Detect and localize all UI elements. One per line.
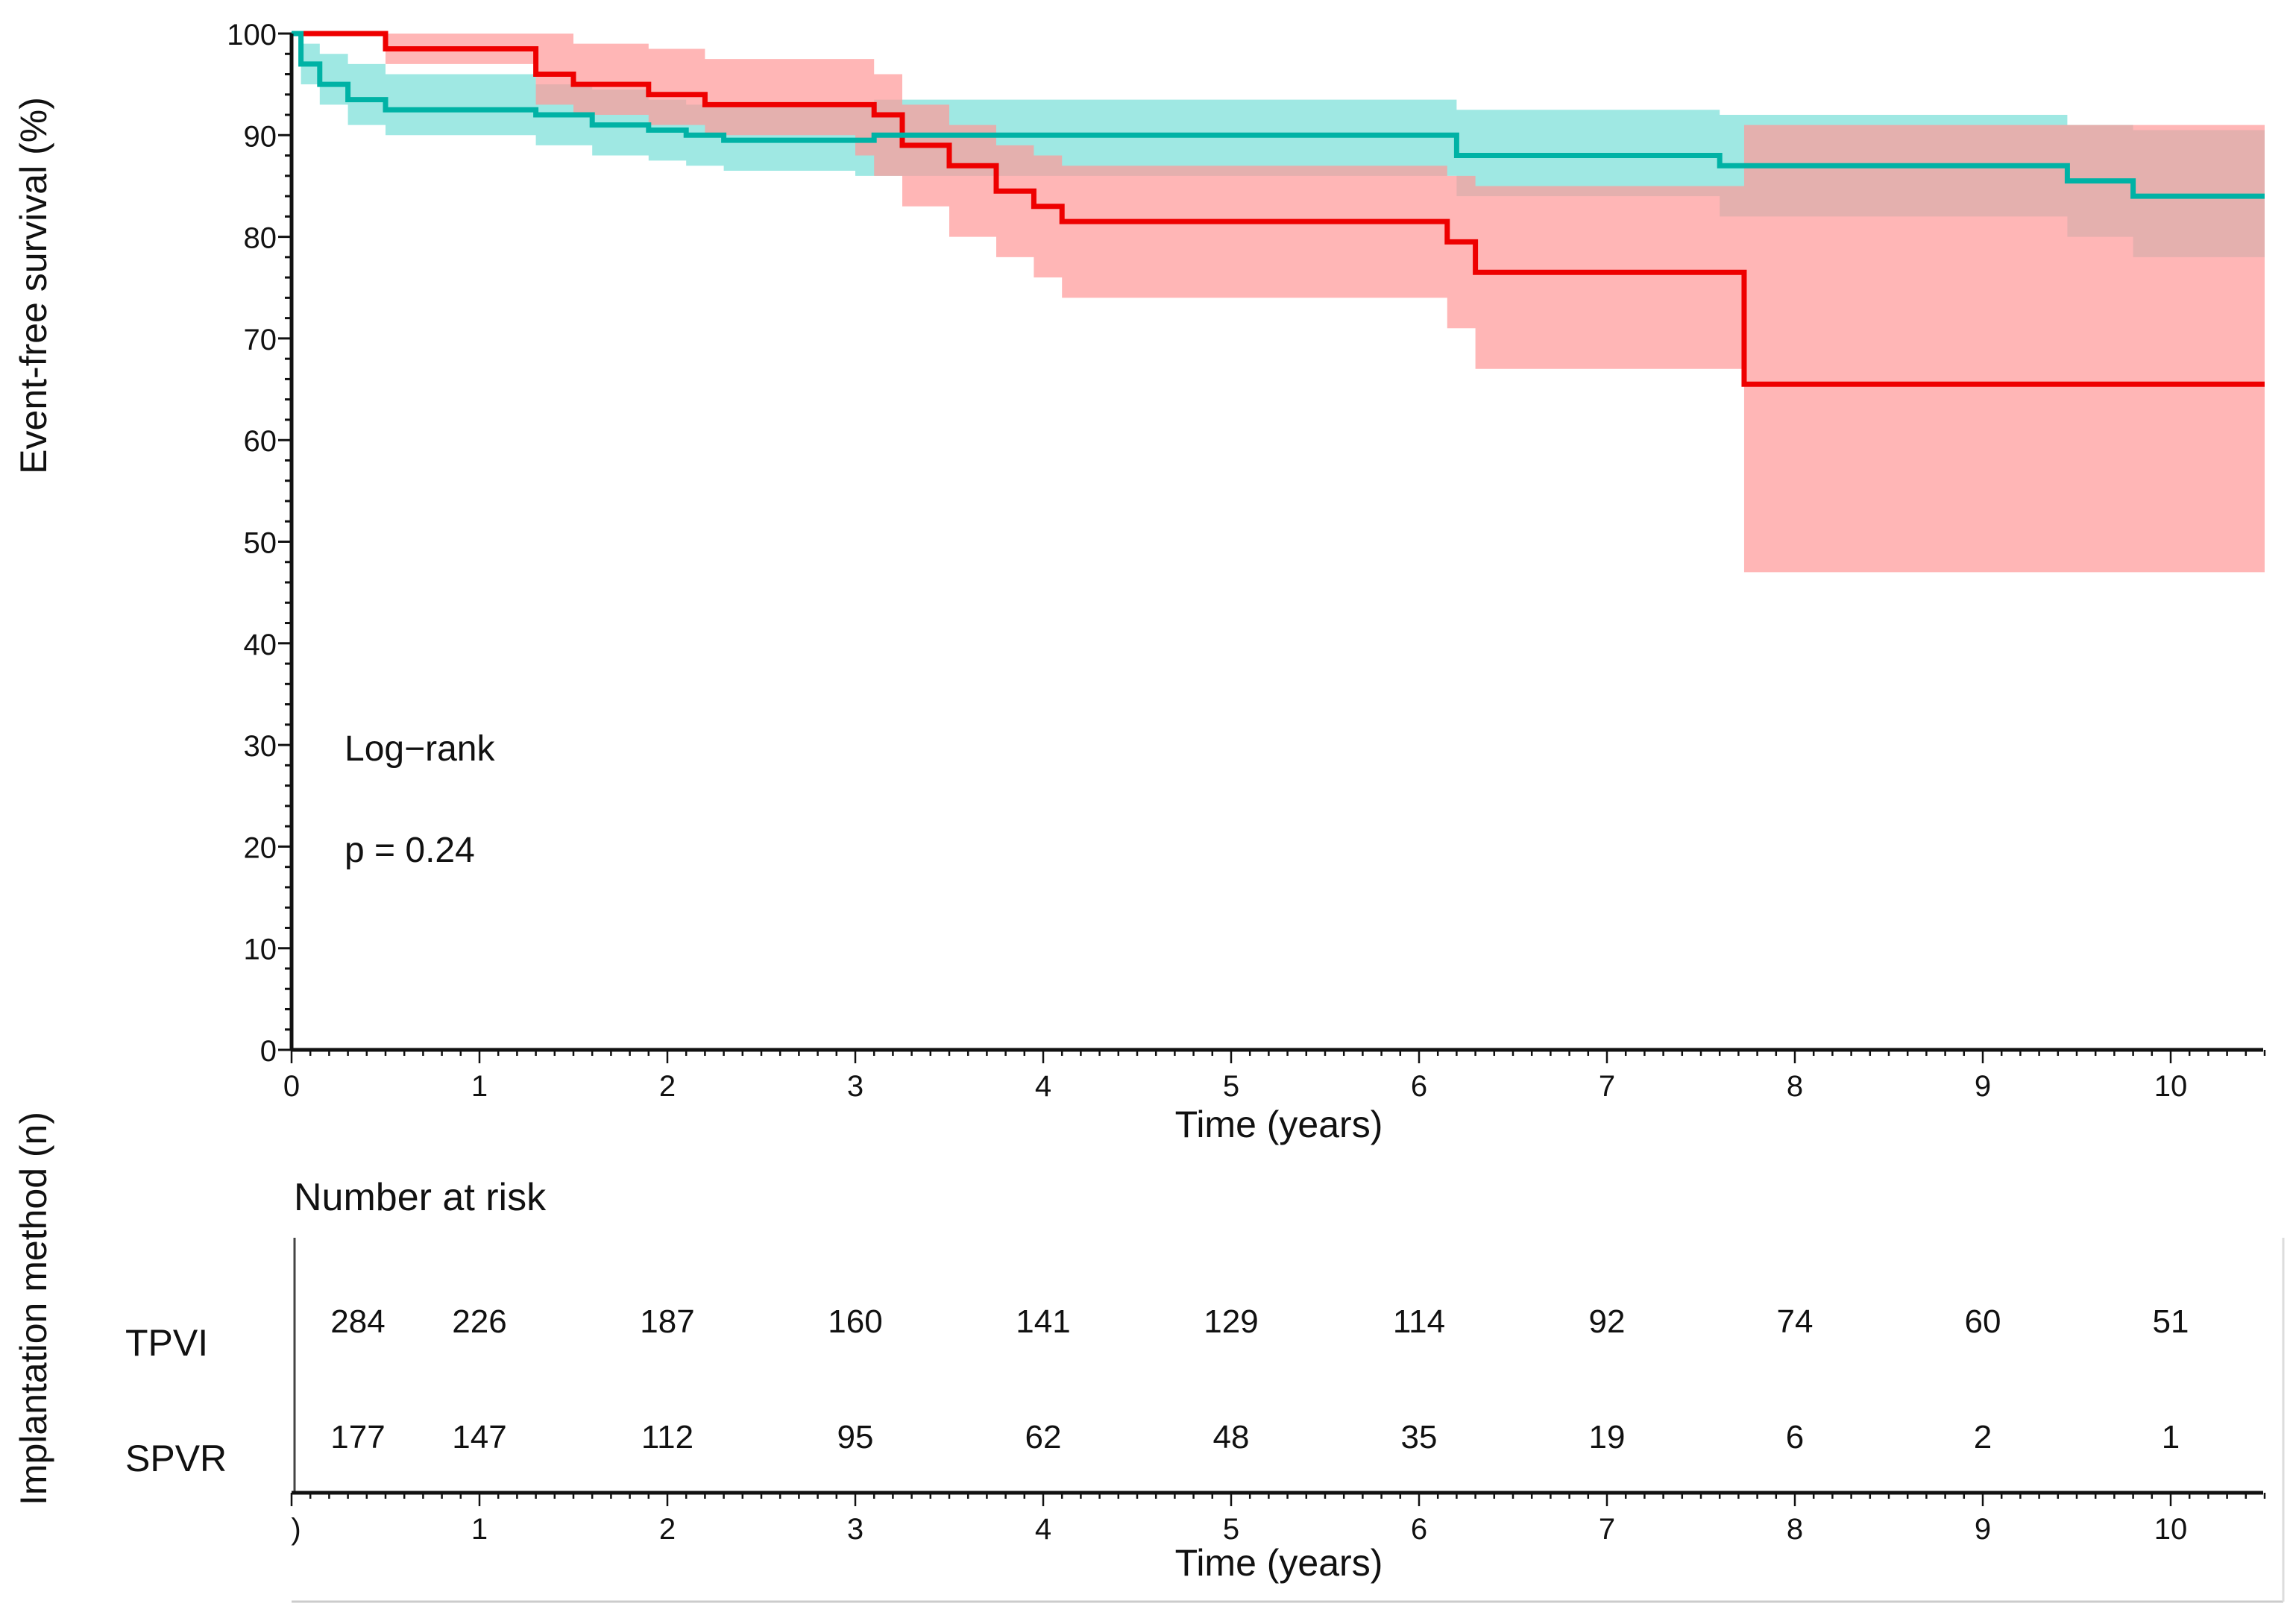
risk-value: 62: [1025, 1419, 1062, 1455]
risk-x-tick-label: 1: [471, 1513, 488, 1546]
risk-value: 19: [1589, 1419, 1626, 1455]
risk-value: 129: [1204, 1303, 1258, 1340]
x-tick-label: 4: [1035, 1070, 1051, 1103]
risk-row-label-spvr: SPVR: [125, 1438, 227, 1479]
survival-curve-red: [292, 31, 2265, 387]
risk-table: Number at risk Implantation method (n) T…: [13, 1112, 2285, 1603]
x-tick-label: 10: [2154, 1070, 2188, 1103]
risk-value: 35: [1401, 1419, 1438, 1455]
risk-value: 112: [641, 1419, 693, 1455]
risk-value: 147: [452, 1419, 506, 1455]
y-tick-label: 70: [244, 324, 277, 356]
x-tick-label: 2: [659, 1070, 676, 1103]
risk-value: 1: [2162, 1419, 2180, 1455]
risk-value: 60: [1965, 1303, 2001, 1340]
risk-x-tick-label: 6: [1411, 1513, 1427, 1546]
risk-table-ylabel: Implantation method (n): [13, 1112, 54, 1505]
x-tick-label: 3: [847, 1070, 864, 1103]
y-tick-label: 30: [244, 730, 277, 763]
risk-table-title: Number at risk: [294, 1176, 547, 1219]
risk-x-tick-label: 9: [1975, 1513, 1991, 1546]
x-tick-label: 7: [1599, 1070, 1615, 1103]
risk-row-label-tpvi: TPVI: [125, 1322, 208, 1364]
risk-x-tick-label: 8: [1787, 1513, 1803, 1546]
risk-x-tick-label: 7: [1599, 1513, 1615, 1546]
risk-x-ticks: ) 1 2 3 4 5 6 7 8 9 10: [290, 1493, 2266, 1546]
risk-value: 141: [1016, 1303, 1070, 1340]
risk-value: 226: [452, 1303, 506, 1340]
risk-value: 51: [2153, 1303, 2189, 1340]
survival-curves: [292, 31, 2265, 387]
y-tick-label: 60: [244, 425, 277, 458]
risk-value: 160: [828, 1303, 882, 1340]
y-tick-label: 20: [244, 831, 277, 864]
risk-value: 177: [330, 1419, 385, 1455]
risk-x-tick-label: ): [291, 1513, 301, 1546]
risk-value: 95: [837, 1419, 874, 1455]
risk-x-tick-label: 4: [1035, 1513, 1051, 1546]
risk-x-tick-label: 3: [847, 1513, 864, 1546]
risk-value: 2: [1974, 1419, 1992, 1455]
risk-x-tick-label: 10: [2154, 1513, 2188, 1546]
risk-value: 6: [1786, 1419, 1804, 1455]
risk-values: 284 226 187 160 141 129 114 92 74 60 51 177 147 112 95…: [330, 1303, 2189, 1455]
x-tick-label: 9: [1975, 1070, 1991, 1103]
risk-value: 92: [1589, 1303, 1626, 1340]
risk-x-tick-label: 2: [659, 1513, 676, 1546]
risk-value: 114: [1393, 1303, 1445, 1340]
survival-curve-teal: [292, 31, 2265, 199]
logrank-label: Log−rank: [345, 729, 495, 769]
x-ticks: 0 1 2 3 4 5 6 7 8 9 10: [283, 1050, 2266, 1103]
risk-x-tick-label: 5: [1223, 1513, 1239, 1546]
y-axis-label: Event-free survival (%): [13, 97, 54, 474]
y-tick-label: 50: [244, 527, 277, 560]
x-tick-label: 8: [1787, 1070, 1803, 1103]
y-tick-label: 90: [244, 120, 277, 153]
x-axis-label: Time (years): [1175, 1104, 1383, 1145]
x-tick-label: 5: [1223, 1070, 1239, 1103]
y-ticks: 0 10 20 30 40 50 60 70 80 90 100: [227, 19, 292, 1068]
x-tick-label: 1: [471, 1070, 488, 1103]
x-tick-label: 6: [1411, 1070, 1427, 1103]
x-tick-label: 0: [283, 1070, 300, 1103]
risk-value: 284: [330, 1303, 385, 1340]
y-tick-label: 80: [244, 222, 277, 255]
p-value-label: p = 0.24: [345, 831, 475, 870]
risk-value: 187: [640, 1303, 694, 1340]
risk-value: 74: [1777, 1303, 1814, 1340]
y-tick-label: 40: [244, 629, 277, 661]
y-tick-label: 0: [260, 1035, 277, 1068]
y-tick-label: 10: [244, 934, 277, 966]
y-tick-label: 100: [227, 19, 277, 51]
risk-value: 48: [1213, 1419, 1250, 1455]
risk-table-xlabel: Time (years): [1175, 1542, 1383, 1584]
